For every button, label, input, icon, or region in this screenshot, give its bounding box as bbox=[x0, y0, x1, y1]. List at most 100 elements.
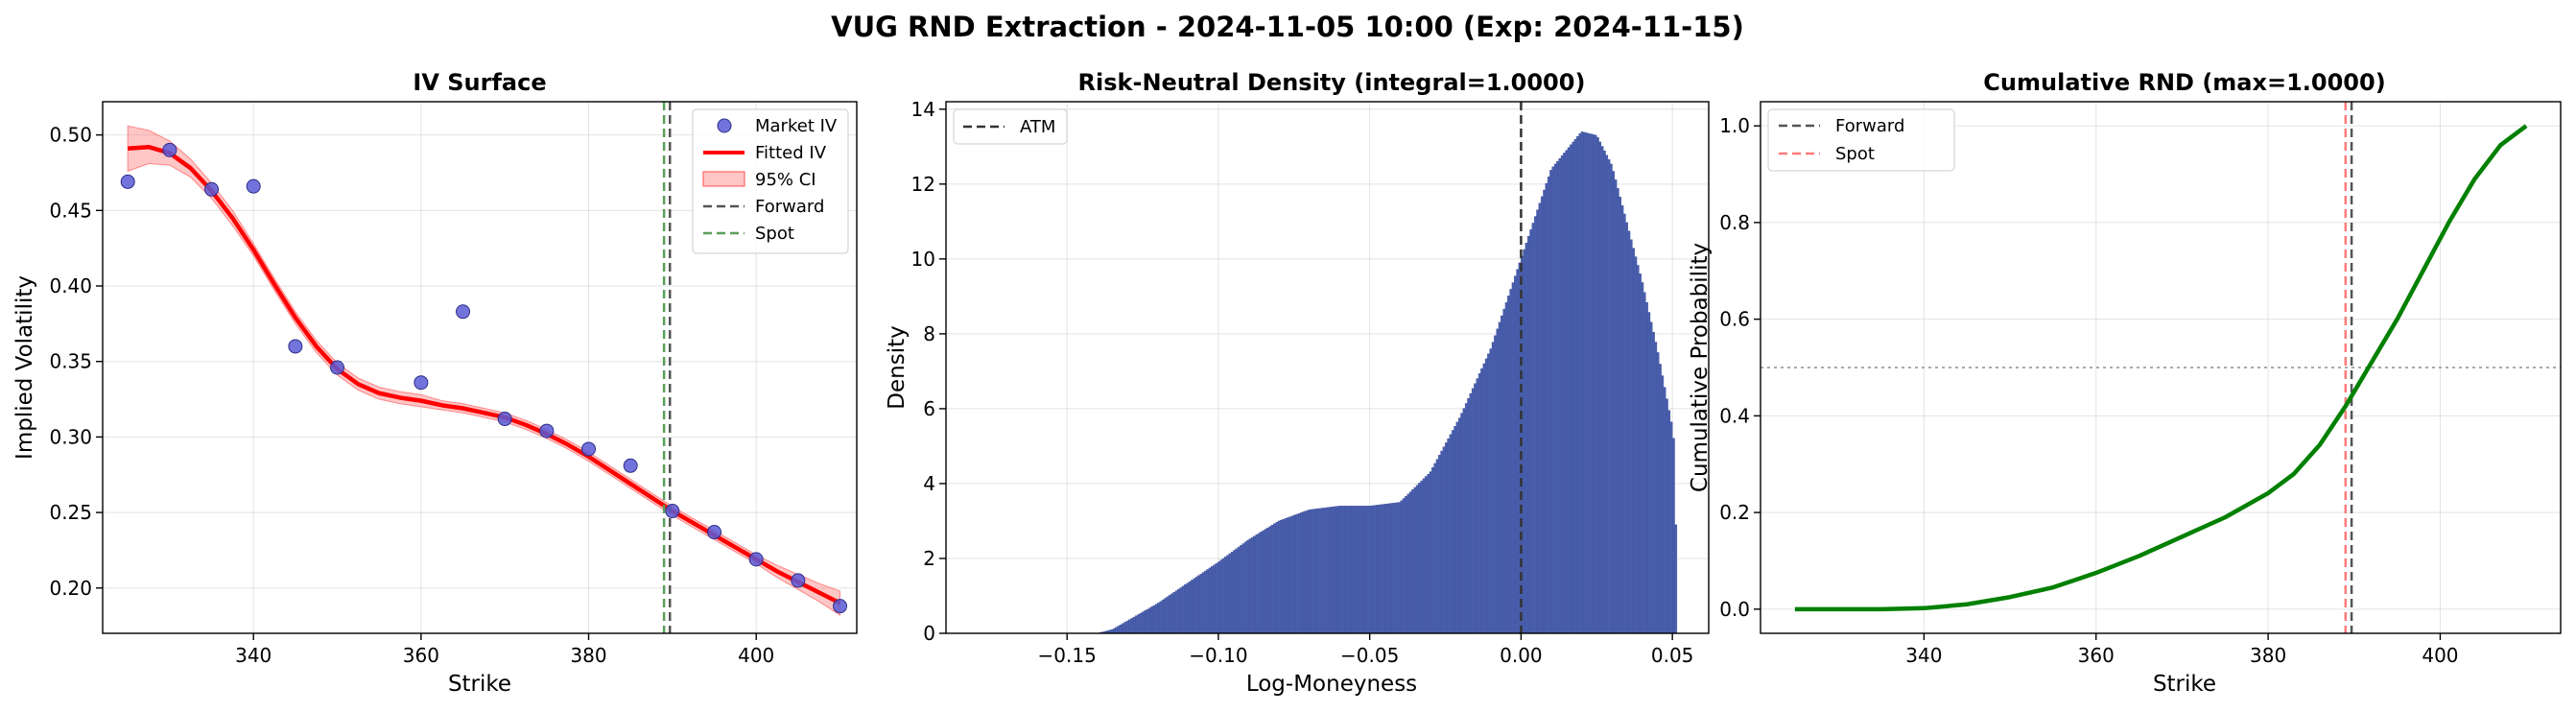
density-bar bbox=[1329, 507, 1332, 634]
density-bar bbox=[1482, 363, 1486, 634]
market-iv-point bbox=[581, 441, 597, 457]
y-tick-label: 0.40 bbox=[49, 274, 92, 297]
density-bar bbox=[1507, 296, 1510, 634]
density-bar bbox=[1498, 321, 1501, 634]
density-bar bbox=[1172, 591, 1176, 634]
density-bar bbox=[1188, 581, 1192, 634]
density-bar bbox=[1558, 157, 1562, 634]
density-bar bbox=[1241, 543, 1245, 634]
density-bar bbox=[1464, 403, 1468, 634]
density-bar bbox=[1612, 171, 1616, 634]
density-bar bbox=[1405, 495, 1407, 634]
density-bar bbox=[1112, 628, 1116, 634]
density-bar bbox=[1358, 506, 1361, 634]
density-bar bbox=[1388, 503, 1392, 634]
density-bar bbox=[1130, 618, 1134, 634]
density-bar bbox=[1659, 364, 1662, 634]
density-bar bbox=[1293, 514, 1296, 634]
legend-fitted-iv-label: Fitted IV bbox=[755, 143, 827, 163]
density-bar bbox=[1384, 504, 1387, 634]
market-iv-point bbox=[414, 375, 429, 391]
density-bar bbox=[1223, 557, 1227, 634]
iv-surface-plot-area bbox=[120, 102, 848, 633]
cdf-legend: Forward Spot bbox=[1767, 108, 1955, 172]
density-bar bbox=[1480, 368, 1483, 634]
density-bar bbox=[1442, 446, 1446, 634]
y-tick-label: 0.35 bbox=[49, 350, 92, 373]
cdf-line bbox=[1794, 124, 2528, 612]
density-bar bbox=[1369, 506, 1372, 634]
density-bar bbox=[1197, 575, 1200, 634]
density-bar bbox=[1567, 147, 1571, 634]
density-bar bbox=[1317, 508, 1321, 634]
density-bar bbox=[1614, 179, 1618, 634]
density-bar bbox=[1142, 611, 1145, 634]
density-bar bbox=[1590, 133, 1593, 634]
density-bar bbox=[1356, 506, 1359, 634]
legend-ci-swatch bbox=[702, 171, 745, 187]
density-bar bbox=[1191, 580, 1193, 634]
x-tick-label: −0.05 bbox=[1340, 644, 1399, 667]
y-tick-label: 4 bbox=[923, 472, 935, 495]
market-iv-point bbox=[288, 339, 303, 354]
iv-surface-legend-box bbox=[692, 108, 849, 254]
density-bar bbox=[1596, 137, 1599, 634]
legend-spot-label: Spot bbox=[755, 224, 794, 244]
density-bar bbox=[1594, 134, 1597, 634]
density-bar bbox=[1152, 605, 1156, 634]
density-bar bbox=[1217, 561, 1220, 634]
density-bar bbox=[1565, 150, 1569, 634]
market-iv-point bbox=[162, 142, 177, 157]
density-bar bbox=[1353, 506, 1357, 634]
density-bar bbox=[1523, 249, 1526, 634]
density-bar bbox=[1204, 570, 1207, 634]
market-iv-point bbox=[204, 181, 220, 197]
density-bar bbox=[1290, 515, 1294, 634]
density-bar bbox=[1146, 608, 1149, 634]
y-tick-label: 0.25 bbox=[49, 501, 92, 524]
density-bar bbox=[1199, 574, 1203, 634]
density-bar bbox=[1625, 222, 1628, 634]
density-bar bbox=[1344, 506, 1348, 634]
density-bar bbox=[1592, 134, 1595, 634]
rnd-title: Risk-Neutral Density (integral=1.0000) bbox=[1078, 69, 1586, 96]
density-bar bbox=[1663, 387, 1666, 634]
density-bar bbox=[1248, 538, 1252, 634]
y-tick-label: 10 bbox=[911, 248, 935, 271]
density-bar bbox=[1533, 216, 1537, 634]
density-bar bbox=[1536, 209, 1540, 634]
rnd-panel: Risk-Neutral Density (integral=1.0000) −… bbox=[885, 69, 1710, 697]
density-bar bbox=[1371, 505, 1375, 634]
density-bar bbox=[1455, 421, 1459, 634]
cdf-ticks: 340 360 380 400 0.0 0.2 0.4 0.6 0.8 1.0 bbox=[1719, 114, 2458, 667]
density-bar bbox=[1277, 520, 1281, 634]
density-bar bbox=[1335, 506, 1338, 634]
density-bar bbox=[1609, 163, 1613, 634]
density-bar bbox=[1333, 506, 1336, 634]
market-iv-point bbox=[833, 599, 848, 614]
x-tick-label: −0.10 bbox=[1189, 644, 1247, 667]
density-bar bbox=[1161, 599, 1165, 634]
density-bar bbox=[1489, 348, 1493, 634]
iv-surface-panel: IV Surface 340 360 380 400 0.20 0.25 0.30 0.35 0… bbox=[12, 69, 858, 697]
density-bar bbox=[1237, 546, 1241, 634]
density-bar bbox=[1649, 321, 1653, 634]
density-bar bbox=[1125, 620, 1129, 634]
density-bar bbox=[1150, 606, 1154, 634]
y-tick-label: 0.8 bbox=[1719, 211, 1750, 234]
density-bar bbox=[1351, 506, 1355, 634]
density-bar bbox=[1531, 223, 1535, 634]
x-tick-label: 380 bbox=[2250, 644, 2286, 667]
density-bar bbox=[1556, 160, 1559, 634]
density-bar bbox=[1243, 541, 1247, 634]
density-bar bbox=[1230, 552, 1234, 634]
iv-surface-ticks: 340 360 380 400 0.20 0.25 0.30 0.35 0.40 0.45 0.50 bbox=[49, 124, 774, 667]
density-bar bbox=[1529, 229, 1533, 634]
density-bar bbox=[1257, 533, 1261, 634]
market-iv-point bbox=[623, 458, 638, 473]
density-bar bbox=[1509, 289, 1513, 634]
density-bar bbox=[1429, 471, 1432, 634]
density-bar bbox=[1179, 587, 1183, 634]
density-bar bbox=[1620, 204, 1624, 634]
density-bar bbox=[1326, 507, 1330, 634]
